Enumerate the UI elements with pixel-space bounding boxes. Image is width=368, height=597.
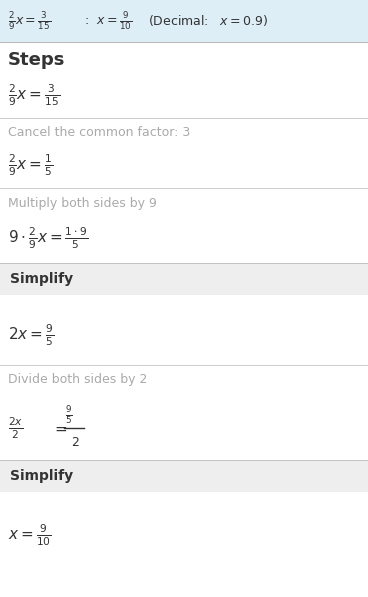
Text: $2$: $2$ [71, 435, 79, 448]
Text: Multiply both sides by 9: Multiply both sides by 9 [8, 196, 157, 210]
Text: Simplify: Simplify [10, 469, 73, 483]
Text: Cancel the common factor: 3: Cancel the common factor: 3 [8, 127, 190, 140]
Text: (Decimal:   $x = 0.9$): (Decimal: $x = 0.9$) [148, 14, 268, 29]
Text: $2x = \frac{9}{5}$: $2x = \frac{9}{5}$ [8, 322, 54, 348]
Text: $\frac{2}{9}x = \frac{3}{15}$: $\frac{2}{9}x = \frac{3}{15}$ [8, 10, 51, 32]
Text: $\frac{9}{5}$: $\frac{9}{5}$ [65, 404, 72, 426]
Text: $\frac{2x}{2}$: $\frac{2x}{2}$ [8, 415, 23, 441]
Text: $x = \frac{9}{10}$: $x = \frac{9}{10}$ [8, 522, 52, 548]
Text: $x = \frac{9}{10}$: $x = \frac{9}{10}$ [96, 10, 132, 32]
Text: Simplify: Simplify [10, 272, 73, 286]
Text: Divide both sides by 2: Divide both sides by 2 [8, 374, 147, 386]
Bar [0, 263, 368, 295]
Text: Steps: Steps [8, 51, 66, 69]
Bar [0, 460, 368, 492]
Text: $\frac{2}{9}x = \frac{1}{5}$: $\frac{2}{9}x = \frac{1}{5}$ [8, 152, 53, 178]
Text: $:$: $:$ [82, 14, 89, 27]
Text: $9 \cdot \frac{2}{9}x = \frac{1 \cdot 9}{5}$: $9 \cdot \frac{2}{9}x = \frac{1 \cdot 9}… [8, 225, 88, 251]
Text: $\frac{2}{9}x = \frac{3}{15}$: $\frac{2}{9}x = \frac{3}{15}$ [8, 82, 60, 108]
Bar [0, 0, 368, 42]
Text: $=$: $=$ [52, 420, 68, 435]
